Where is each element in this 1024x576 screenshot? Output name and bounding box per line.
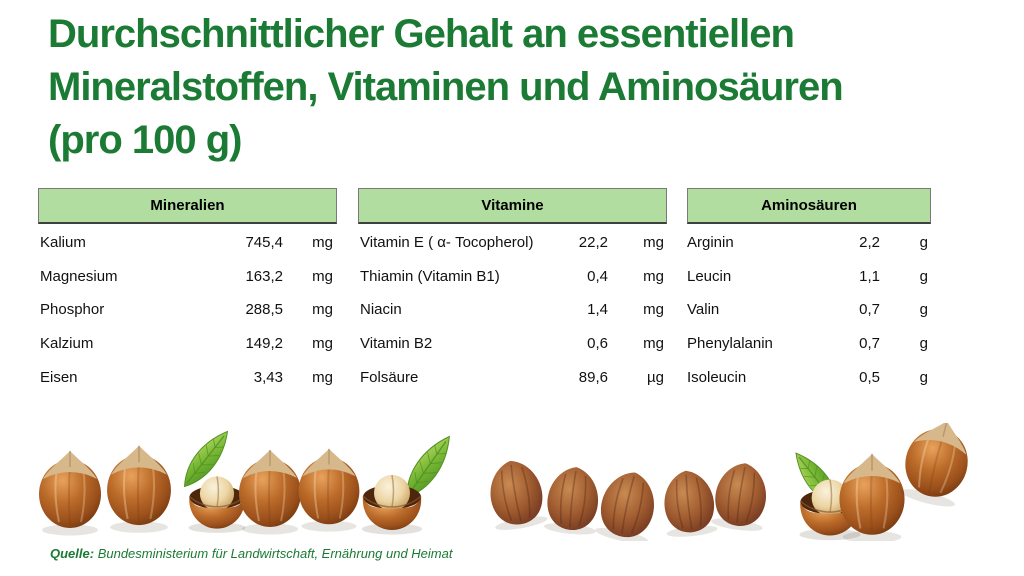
hazelnut-whole-icon — [297, 447, 361, 533]
table-row: Thiamin (Vitamin B1) 0,4 mg — [358, 260, 667, 294]
cell-name: Vitamin E ( α- Tocopherol) — [360, 234, 534, 252]
cell-unit: mg — [643, 267, 664, 285]
cell-value: 0,6 — [587, 335, 608, 353]
cell-name: Arginin — [687, 234, 734, 252]
source-line: Quelle: Bundesministerium für Landwirtsc… — [50, 546, 452, 561]
cell-unit: g — [919, 234, 928, 252]
cell-name: Phenylalanin — [687, 335, 773, 353]
page-title-line-3: (pro 100 g) — [48, 118, 242, 162]
cell-value: 163,2 — [245, 267, 283, 285]
hazelnut-cracked-icon — [187, 475, 247, 534]
cell-unit: g — [919, 335, 928, 353]
table-body: Kalium 745,4 mg Magnesium 163,2 mg Phosphor 288… — [38, 224, 337, 394]
source-text: Bundesministerium für Landwirtschaft, Er… — [94, 546, 453, 561]
table-row: Vitamin B2 0,6 mg — [358, 327, 667, 361]
amino-acids-table: Aminosäuren Arginin 2,2 g Leucin 1,1 g Valin 0,… — [687, 188, 931, 394]
cell-name: Eisen — [40, 368, 78, 386]
cell-value: 1,4 — [587, 301, 608, 319]
table-row: Phenylalanin 0,7 g — [687, 327, 931, 361]
cell-value: 2,2 — [859, 234, 880, 252]
cell-name: Thiamin (Vitamin B1) — [360, 267, 500, 285]
cell-unit: mg — [643, 234, 664, 252]
cell-value: 0,4 — [587, 267, 608, 285]
cell-unit: mg — [312, 335, 333, 353]
table-row: Isoleucin 0,5 g — [687, 360, 931, 394]
page-title: Durchschnittlicher Gehalt an essentielle… — [48, 8, 998, 167]
hazelnut-kernel-icon — [659, 467, 719, 540]
hazelnut-whole-icon — [106, 444, 172, 534]
cell-value: 0,7 — [859, 301, 880, 319]
cell-unit: mg — [312, 267, 333, 285]
table-row: Eisen 3,43 mg — [38, 360, 337, 394]
cell-name: Magnesium — [40, 267, 118, 285]
hazelnut-whole-icon — [895, 423, 978, 512]
page-title-line-1: Durchschnittlicher Gehalt an essentielle… — [48, 12, 795, 56]
table-row: Vitamin E ( α- Tocopherol) 22,2 mg — [358, 226, 667, 260]
cell-name: Niacin — [360, 301, 402, 319]
hazelnut-kernel-icon — [483, 455, 550, 534]
cell-value: 0,7 — [859, 335, 880, 353]
table-header: Mineralien — [38, 188, 337, 224]
cell-unit: mg — [312, 234, 333, 252]
page-title-line-2: Mineralstoffen, Vitaminen und Aminosäure… — [48, 65, 844, 109]
cell-name: Kalium — [40, 234, 86, 252]
hazelnut-whole-icon — [238, 449, 302, 536]
table-header: Vitamine — [358, 188, 667, 224]
table-row: Niacin 1,4 mg — [358, 293, 667, 327]
table-row: Folsäure 89,6 µg — [358, 360, 667, 394]
cell-value: 149,2 — [245, 335, 283, 353]
cell-value: 288,5 — [245, 301, 283, 319]
minerals-table: Mineralien Kalium 745,4 mg Magnesium 163,2 mg… — [38, 188, 337, 394]
hazelnut-kernel-icon — [593, 465, 663, 541]
hazelnut-kernel-icon — [709, 458, 773, 535]
table-row: Phosphor 288,5 mg — [38, 293, 337, 327]
cell-name: Leucin — [687, 267, 732, 285]
table-row: Kalium 745,4 mg — [38, 226, 337, 260]
table-row: Arginin 2,2 g — [687, 226, 931, 260]
cell-value: 745,4 — [245, 234, 283, 252]
cell-unit: mg — [312, 368, 333, 386]
hazelnut-kernel-icon — [542, 463, 604, 538]
cell-name: Vitamin B2 — [360, 335, 433, 353]
cell-value: 1,1 — [859, 267, 880, 285]
cell-unit: µg — [647, 368, 664, 386]
cell-unit: g — [919, 267, 928, 285]
cell-name: Folsäure — [360, 368, 419, 386]
hazelnut-whole-icon — [38, 450, 102, 537]
cell-name: Kalzium — [40, 335, 94, 353]
cell-value: 89,6 — [578, 368, 608, 386]
cell-name: Phosphor — [40, 301, 105, 319]
table-row: Kalzium 149,2 mg — [38, 327, 337, 361]
table-row: Valin 0,7 g — [687, 293, 931, 327]
cell-unit: g — [919, 368, 928, 386]
cell-unit: mg — [643, 335, 664, 353]
tables-section: Mineralien Kalium 745,4 mg Magnesium 163,2 mg… — [38, 188, 931, 394]
cell-value: 3,43 — [253, 368, 283, 386]
hazelnut-strip-image — [38, 423, 978, 541]
cell-unit: mg — [643, 301, 664, 319]
source-label: Quelle: — [50, 546, 95, 561]
table-body: Vitamin E ( α- Tocopherol) 22,2 mg Thiamin … — [358, 224, 667, 394]
table-row: Magnesium 163,2 mg — [38, 260, 337, 294]
cell-name: Isoleucin — [687, 368, 747, 386]
table-header: Aminosäuren — [687, 188, 931, 224]
vitamins-table: Vitamine Vitamin E ( α- Tocopherol) 22,2 m… — [358, 188, 667, 394]
cell-value: 22,2 — [578, 234, 608, 252]
cell-name: Valin — [687, 301, 720, 319]
cell-value: 0,5 — [859, 368, 880, 386]
table-body: Arginin 2,2 g Leucin 1,1 g Valin 0,7 g Phenylalan… — [687, 224, 931, 394]
cell-unit: g — [919, 301, 928, 319]
cell-unit: mg — [312, 301, 333, 319]
table-row: Leucin 1,1 g — [687, 260, 931, 294]
